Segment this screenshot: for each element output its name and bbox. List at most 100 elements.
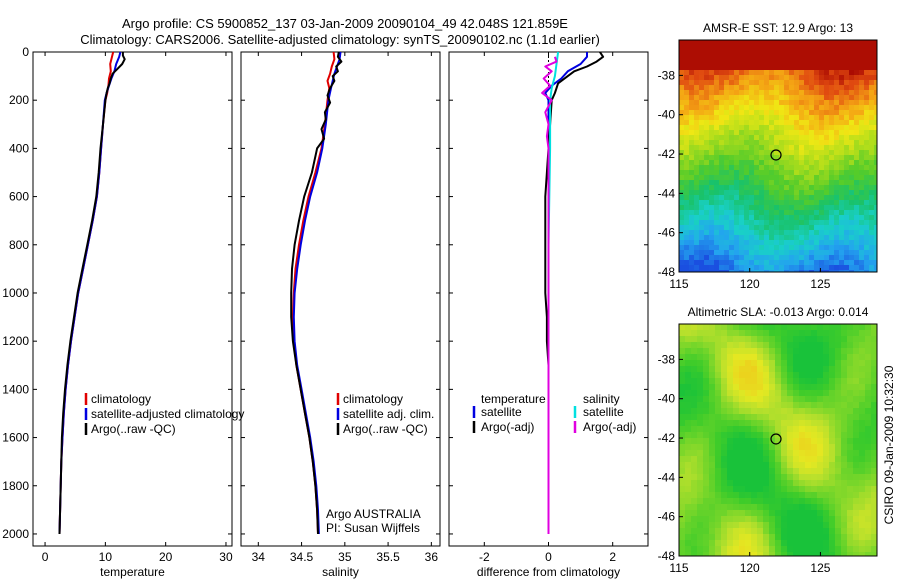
heatmap-cell (694, 95, 699, 100)
heatmap-cell (779, 100, 784, 105)
heatmap-cell (804, 200, 809, 205)
heatmap-cell (709, 534, 715, 540)
heatmap-cell (724, 175, 729, 180)
heatmap-cell (689, 40, 694, 45)
heatmap-cell (794, 50, 799, 55)
heatmap-cell (739, 125, 744, 130)
heatmap-cell (769, 75, 774, 80)
heatmap-cell (811, 432, 817, 438)
heatmap-cell (819, 270, 824, 272)
heatmap-cell (817, 504, 823, 510)
heatmap-cell (764, 70, 769, 75)
heatmap-cell (751, 450, 757, 456)
heatmap-cell (789, 195, 794, 200)
heatmap-cell (774, 45, 779, 50)
heatmap-cell (841, 390, 847, 396)
heatmap-cell (694, 265, 699, 270)
heatmap-cell (847, 348, 853, 354)
heatmap-cell (779, 130, 784, 135)
heatmap-cell (699, 45, 704, 50)
heatmap-cell (869, 255, 874, 260)
heatmap-cell (794, 80, 799, 85)
heatmap-cell (841, 432, 847, 438)
heatmap-cell (709, 486, 715, 492)
heatmap-cell (679, 240, 684, 245)
heatmap-cell (764, 155, 769, 160)
heatmap-cell (814, 155, 819, 160)
heatmap-cell (714, 50, 719, 55)
heatmap-cell (769, 426, 775, 432)
heatmap-cell (734, 85, 739, 90)
heatmap-cell (789, 85, 794, 90)
heatmap-cell (829, 474, 835, 480)
heatmap-cell (834, 245, 839, 250)
heatmap-cell (829, 492, 835, 498)
heatmap-cell (764, 150, 769, 155)
heatmap-cell (734, 195, 739, 200)
heatmap-cell (739, 534, 745, 540)
heatmap-cell (704, 135, 709, 140)
heatmap-cell (869, 160, 874, 165)
heatmap-cell (819, 150, 824, 155)
heatmap-cell (749, 210, 754, 215)
heatmap-cell (769, 450, 775, 456)
heatmap-cell (734, 255, 739, 260)
heatmap-cell (824, 240, 829, 245)
heatmap-cell (853, 492, 859, 498)
heatmap-cell (714, 70, 719, 75)
heatmap-cell (869, 105, 874, 110)
heatmap-cell (799, 135, 804, 140)
heatmap-cell (734, 190, 739, 195)
heatmap-cell (754, 150, 759, 155)
heatmap-cell (853, 510, 859, 516)
heatmap-cell (715, 540, 721, 546)
heatmap-cell (817, 342, 823, 348)
heatmap-cell (839, 75, 844, 80)
heatmap-cell (774, 95, 779, 100)
heatmap-cell (819, 200, 824, 205)
heatmap-cell (853, 450, 859, 456)
heatmap-cell (769, 120, 774, 125)
heatmap-cell (819, 70, 824, 75)
heatmap-cell (745, 348, 751, 354)
heatmap-cell (769, 510, 775, 516)
heatmap-cell (859, 55, 864, 60)
heatmap-cell (703, 330, 709, 336)
heatmap-cell (874, 190, 877, 195)
heatmap-cell (834, 260, 839, 265)
heatmap-cell (865, 450, 871, 456)
heatmap-cell (829, 336, 835, 342)
heatmap-cell (794, 110, 799, 115)
heatmap-cell (804, 265, 809, 270)
heatmap-cell (739, 230, 744, 235)
heatmap-cell (691, 534, 697, 540)
heatmap-cell (703, 354, 709, 360)
heatmap-cell (691, 498, 697, 504)
heatmap-cell (871, 378, 877, 384)
heatmap-cell (817, 474, 823, 480)
heatmap-cell (689, 120, 694, 125)
heatmap-cell (694, 200, 699, 205)
heatmap-cell (769, 456, 775, 462)
heatmap-cell (844, 130, 849, 135)
heatmap-cell (829, 245, 834, 250)
heatmap-cell (853, 456, 859, 462)
heatmap-cell (697, 414, 703, 420)
heatmap-cell (799, 402, 805, 408)
heatmap-cell (789, 40, 794, 45)
heatmap-cell (769, 145, 774, 150)
heatmap-cell (751, 426, 757, 432)
heatmap-cell (789, 80, 794, 85)
heatmap-cell (865, 330, 871, 336)
heatmap-cell (834, 150, 839, 155)
heatmap-cell (715, 492, 721, 498)
heatmap-cell (694, 145, 699, 150)
heatmap-cell (787, 408, 793, 414)
heatmap-cell (689, 50, 694, 55)
heatmap-cell (859, 165, 864, 170)
heatmap-cell (751, 510, 757, 516)
heatmap-cell (835, 474, 841, 480)
heatmap-cell (709, 200, 714, 205)
heatmap-cell (839, 150, 844, 155)
heatmap-cell (865, 486, 871, 492)
